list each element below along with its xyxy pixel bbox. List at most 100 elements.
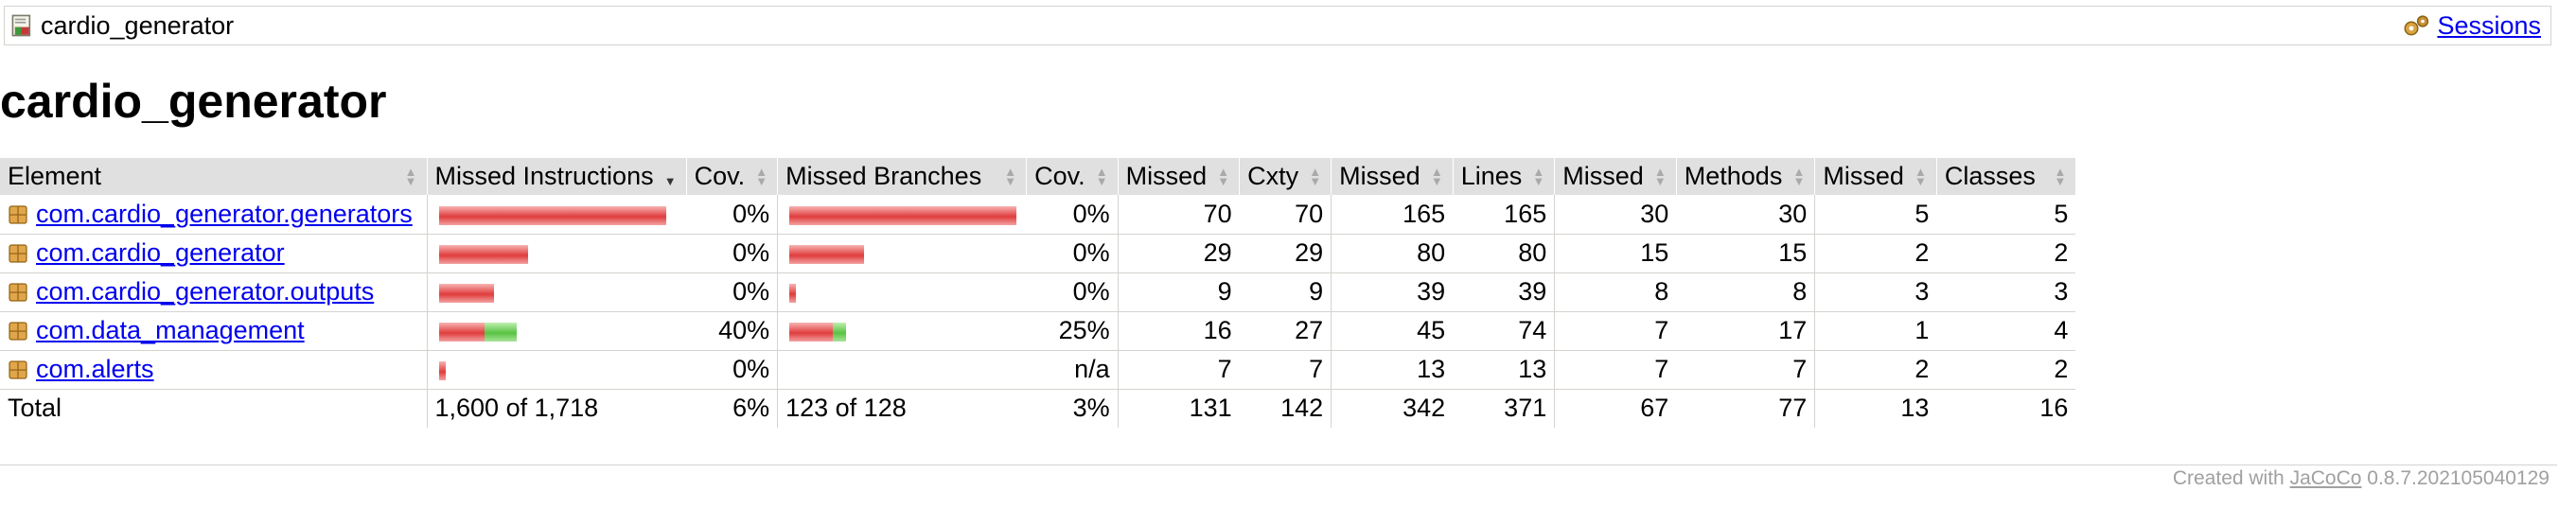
element-cell: com.cardio_generator.generators xyxy=(0,195,427,235)
missed-bar xyxy=(438,322,485,342)
footer-version: 0.8.7.202105040129 xyxy=(2367,467,2550,489)
header-cxty[interactable]: Cxty ▲ ▼ xyxy=(1239,158,1332,195)
header-cov-branches[interactable]: Cov. ▲ ▼ xyxy=(1026,158,1119,195)
missed-branches-cell-graph xyxy=(789,244,865,264)
table-header-row: Element ▲ ▼ Missed Instructions ▼ Cov. ▲ ▼ M… xyxy=(0,158,2076,195)
header-missed-cxty[interactable]: Missed ▲ ▼ xyxy=(1117,158,1240,195)
missed-branches-cell xyxy=(777,350,1027,390)
classes-cell: 2 xyxy=(1936,350,2076,390)
missed-methods-cell: 7 xyxy=(1554,311,1677,351)
sort-arrows-icon: ▲ ▼ xyxy=(755,164,768,188)
missed-instructions-cell-graph xyxy=(438,205,666,225)
total-cov-branches: 3% xyxy=(1072,394,1110,423)
missed-lines-cell: 165 xyxy=(1331,195,1454,235)
total-methods: 77 xyxy=(1778,394,1808,423)
total-lines: 371 xyxy=(1504,394,1547,423)
package-link[interactable]: com.alerts xyxy=(36,355,154,383)
missed-cxty-cell: 9 xyxy=(1117,272,1240,312)
cov-instructions-cell: 40% xyxy=(686,311,778,351)
missed-classes-cell: 2 xyxy=(1814,350,1937,390)
cxty-cell: 27 xyxy=(1239,311,1332,351)
header-cov-instructions[interactable]: Cov. ▲ ▼ xyxy=(685,158,778,195)
total-label: Total xyxy=(8,394,62,423)
header-element[interactable]: Element ▲ ▼ xyxy=(0,158,427,195)
missed-cxty-cell: 29 xyxy=(1117,234,1240,273)
package-link[interactable]: com.data_management xyxy=(36,316,305,344)
cov-instructions-cell: 0% xyxy=(686,350,778,390)
sort-arrows-icon: ▲ ▼ xyxy=(1309,164,1322,188)
sort-arrows-icon: ▲ ▼ xyxy=(1217,164,1230,188)
missed-bar xyxy=(789,322,834,342)
header-missed-instructions[interactable]: Missed Instructions ▼ xyxy=(426,158,687,195)
missed-methods-cell: 30 xyxy=(1554,195,1677,235)
package-icon xyxy=(8,280,28,302)
package-link[interactable]: com.cardio_generator.generators xyxy=(36,199,413,228)
classes-cell: 5 xyxy=(1936,195,2076,235)
methods-cell: 8 xyxy=(1676,272,1815,312)
cov-branches-cell: 0% xyxy=(1026,234,1119,273)
sort-arrows-icon: ▲ ▼ xyxy=(1792,164,1806,188)
table-row: com.data_management 40% 25% 16 27 45 74 7 17 1 4 xyxy=(0,311,2076,351)
lines-cell: 39 xyxy=(1453,272,1555,312)
package-link[interactable]: com.cardio_generator.outputs xyxy=(36,277,375,306)
cxty-cell: 29 xyxy=(1239,234,1332,273)
missed-branches-cell xyxy=(777,234,1027,273)
covered-bar xyxy=(833,322,847,342)
missed-bar xyxy=(438,205,666,225)
report-icon xyxy=(11,14,31,37)
cov-branches-cell: 0% xyxy=(1026,272,1119,312)
sort-arrows-icon: ▲ ▼ xyxy=(1914,164,1927,188)
cov-instructions-cell: 0% xyxy=(686,234,778,273)
header-methods[interactable]: Methods ▲ ▼ xyxy=(1675,158,1815,195)
table-row: com.cardio_generator.outputs 0% 0% 9 9 39 39 8 8… xyxy=(0,272,2076,312)
missed-instructions-cell-graph xyxy=(438,322,517,342)
breadcrumb: cardio_generator Sessions xyxy=(4,6,2551,45)
missed-instructions-cell xyxy=(426,311,687,351)
package-icon xyxy=(8,358,28,379)
package-link[interactable]: com.cardio_generator xyxy=(36,238,285,267)
missed-lines-cell: 39 xyxy=(1331,272,1454,312)
sort-arrows-icon: ▲ ▼ xyxy=(1095,164,1108,188)
missed-bar xyxy=(789,205,1017,225)
sessions-link[interactable]: Sessions xyxy=(2437,10,2541,40)
jacoco-link[interactable]: JaCoCo xyxy=(2289,467,2362,489)
total-cov-instructions: 6% xyxy=(732,394,770,423)
header-lines[interactable]: Lines ▲ ▼ xyxy=(1452,158,1555,195)
missed-bar xyxy=(438,360,446,380)
missed-instructions-cell xyxy=(426,350,687,390)
sort-arrows-icon: ▲ ▼ xyxy=(404,164,417,188)
missed-bar xyxy=(438,283,494,303)
sort-arrows-icon: ▲ ▼ xyxy=(1004,164,1017,188)
table-row: com.cardio_generator.generators 0% 0% 70 70 1… xyxy=(0,195,2076,235)
header-missed-methods[interactable]: Missed ▲ ▼ xyxy=(1554,158,1677,195)
coverage-table: Element ▲ ▼ Missed Instructions ▼ Cov. ▲ ▼ M… xyxy=(0,158,2076,428)
classes-cell: 2 xyxy=(1936,234,2076,273)
missed-lines-cell: 80 xyxy=(1331,234,1454,273)
lines-cell: 80 xyxy=(1453,234,1555,273)
missed-classes-cell: 5 xyxy=(1814,195,1937,235)
missed-branches-cell xyxy=(777,195,1027,235)
header-missed-classes[interactable]: Missed ▲ ▼ xyxy=(1814,158,1937,195)
breadcrumb-report-name: cardio_generator xyxy=(41,10,235,40)
cov-branches-cell: 0% xyxy=(1026,195,1119,235)
missed-cxty-cell: 70 xyxy=(1117,195,1240,235)
total-branches: 123 of 128 xyxy=(777,389,1027,428)
header-classes[interactable]: Classes ▲ ▼ xyxy=(1935,158,2076,195)
header-missed-lines[interactable]: Missed ▲ ▼ xyxy=(1331,158,1454,195)
cxty-cell: 9 xyxy=(1239,272,1332,312)
missed-methods-cell: 15 xyxy=(1554,234,1677,273)
sort-arrows-icon: ▼ xyxy=(663,173,677,188)
missed-classes-cell: 2 xyxy=(1814,234,1937,273)
missed-lines-cell: 13 xyxy=(1331,350,1454,390)
missed-instructions-cell xyxy=(426,195,687,235)
table-row: com.cardio_generator 0% 0% 29 29 80 80 15 15 2 2 xyxy=(0,234,2076,273)
header-missed-branches[interactable]: Missed Branches ▲ ▼ xyxy=(777,158,1027,195)
page-title: cardio_generator xyxy=(0,75,387,128)
element-cell: com.data_management xyxy=(0,311,427,351)
missed-branches-cell-graph xyxy=(789,205,1017,225)
covered-bar xyxy=(484,322,517,342)
total-missed-lines: 342 xyxy=(1331,389,1454,428)
missed-methods-cell: 8 xyxy=(1554,272,1677,312)
missed-instructions-cell xyxy=(426,234,687,273)
sessions-gears-icon xyxy=(2404,15,2429,36)
